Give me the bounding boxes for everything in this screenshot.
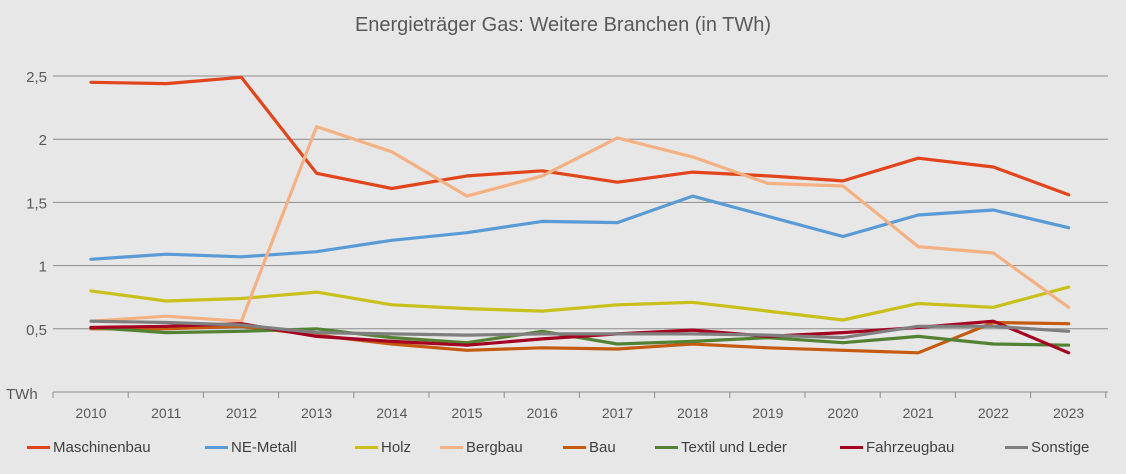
y-tick-label: 1 [39,259,47,276]
legend-label: Maschinenbau [53,439,151,456]
x-tick-label: 2020 [827,405,858,421]
legend-item: Sonstige [1005,439,1089,456]
series-line-ne-metall [89,194,1071,261]
legend-label: Holz [381,439,412,456]
x-tick-label: 2017 [602,405,633,421]
x-tick-label: 2018 [677,405,708,421]
legend-item: Bau [563,439,616,456]
legend-item: Textil und Leder [655,439,787,456]
legend-swatch [563,446,586,449]
legend-item: Fahrzeugbau [840,439,954,456]
legend-item: NE-Metall [205,439,297,456]
legend-label: Fahrzeugbau [866,439,955,456]
x-tick-label: 2022 [978,405,1009,421]
x-tick-label: 2023 [1053,405,1084,421]
x-tick-label: 2014 [376,405,407,421]
legend-label: Sonstige [1031,439,1090,456]
legend-swatch [440,446,463,449]
series-line-maschinenbau [89,75,1071,197]
y-tick-label: 1,5 [26,195,47,212]
legend-swatch [840,446,863,449]
y-axis-label: TWh [6,386,38,403]
legend-swatch [355,446,378,449]
x-tick-label: 2010 [75,405,106,421]
legend-label: Bau [589,439,616,456]
legend-swatch [27,446,50,449]
legend-label: NE-Metall [231,439,297,456]
legend-swatch [655,446,678,449]
y-tick-label: 2 [39,132,47,149]
legend-item: Holz [355,439,411,456]
x-tick-label: 2015 [451,405,482,421]
legend-label: Bergbau [466,439,523,456]
legend-item: Bergbau [440,439,523,456]
x-tick-label: 2019 [752,405,783,421]
x-tick-label: 2021 [903,405,934,421]
series-line-bergbau [89,124,1071,323]
legend-label: Textil und Leder [681,439,787,456]
x-tick-label: 2013 [301,405,332,421]
series-line-holz [89,285,1071,322]
chart-title: Energieträger Gas: Weitere Branchen (in … [354,14,772,36]
x-tick-label: 2016 [527,405,558,421]
legend-swatch [205,446,228,449]
y-tick-label: 0,5 [26,322,47,339]
x-tick-label: 2012 [226,405,257,421]
y-tick-label: 2,5 [26,69,47,86]
legend-swatch [1005,446,1028,449]
x-tick-label: 2011 [151,405,181,421]
legend-item: Maschinenbau [27,439,151,456]
series-line-sonstige [89,319,1071,340]
